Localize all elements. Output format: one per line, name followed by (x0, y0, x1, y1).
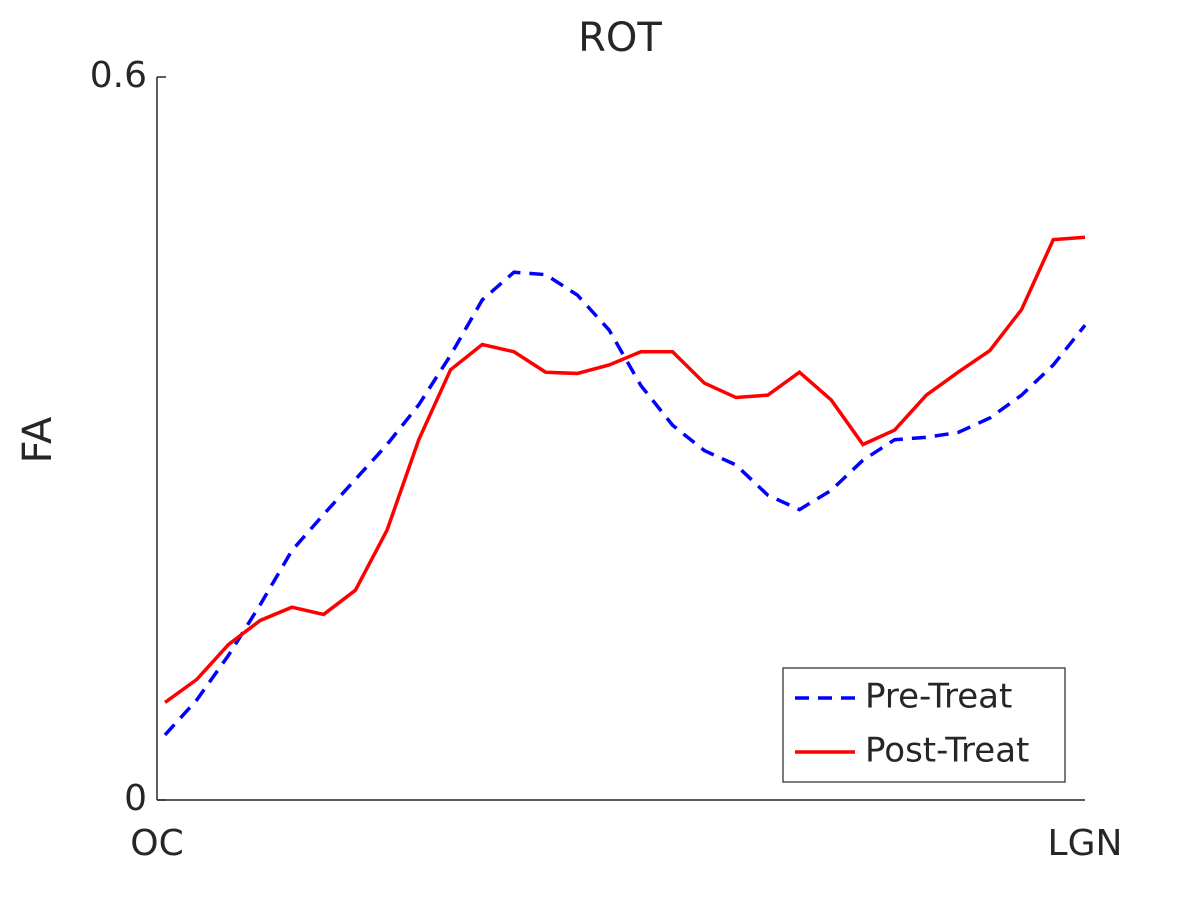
x-tick-label: LGN (1048, 823, 1123, 864)
legend-box (782, 667, 1066, 783)
x-tick-label: OC (130, 823, 183, 864)
y-tick-label: 0.6 (90, 55, 147, 96)
y-axis-label: FA (15, 416, 61, 463)
data-line (163, 235, 1086, 704)
legend-label: Pre-Treat (865, 677, 1012, 717)
chart-title: ROT (578, 15, 662, 61)
y-tick-label: 0 (124, 778, 147, 819)
legend-label: Post-Treat (865, 731, 1029, 771)
data-line (163, 270, 1087, 737)
